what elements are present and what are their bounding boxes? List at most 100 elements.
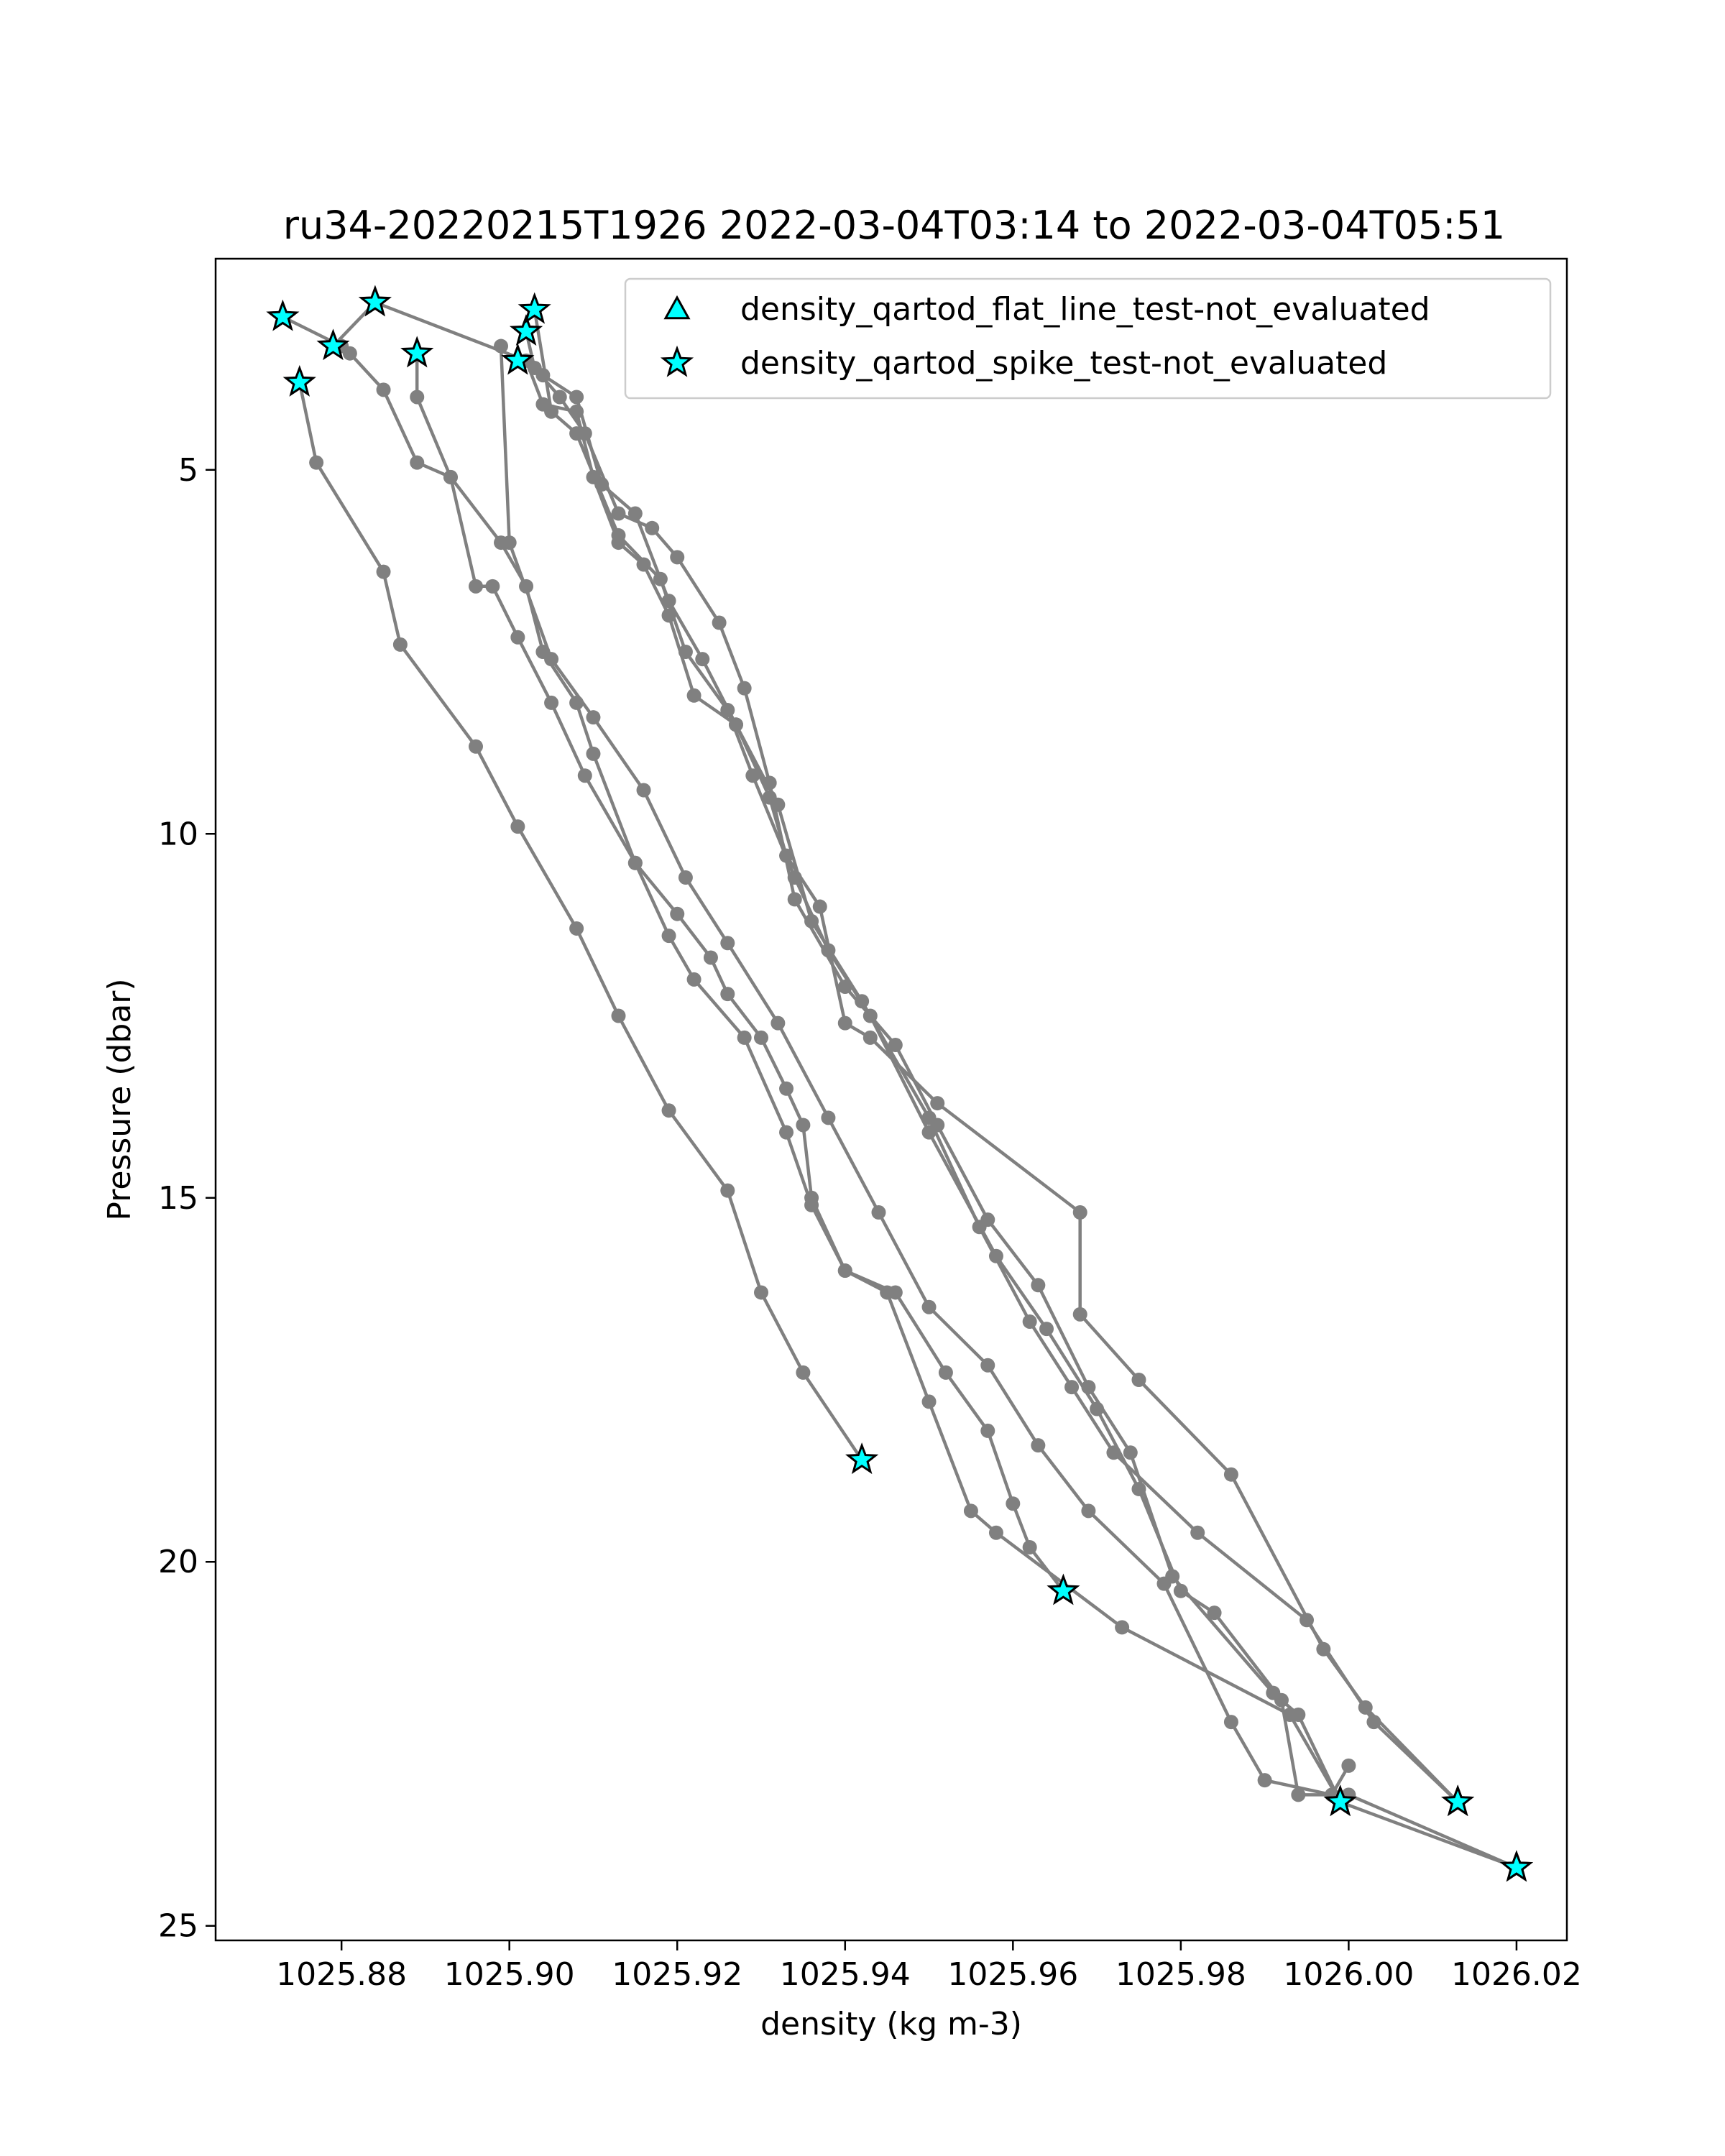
data-point — [837, 1263, 852, 1279]
data-point — [779, 848, 794, 863]
data-point — [980, 1358, 995, 1373]
data-point — [670, 550, 685, 565]
data-point — [695, 652, 710, 667]
data-point — [1223, 1715, 1238, 1730]
data-point — [510, 819, 525, 834]
data-point — [661, 594, 676, 609]
data-point — [569, 426, 584, 441]
data-point — [779, 1125, 794, 1140]
data-point — [720, 987, 735, 1002]
data-point — [972, 1220, 987, 1235]
y-tick-label: 15 — [158, 1180, 198, 1217]
data-point — [1081, 1503, 1096, 1519]
data-point — [392, 637, 408, 652]
spike-flag-star — [845, 1442, 879, 1475]
legend-box — [624, 277, 1552, 400]
data-point — [678, 645, 693, 660]
data-point — [627, 506, 643, 521]
profile-line — [524, 331, 1342, 1803]
data-point — [494, 338, 509, 354]
data-point — [1291, 1787, 1306, 1802]
spike-flag-markers — [266, 285, 1534, 1882]
spike-flag-star — [1323, 1784, 1357, 1817]
data-point — [1190, 1525, 1205, 1540]
y-axis-label: Pressure (dbar) — [101, 978, 138, 1220]
spike-flag-star — [509, 314, 543, 346]
data-point — [309, 455, 324, 470]
x-tick-label: 1025.88 — [276, 1956, 407, 1993]
data-point — [737, 681, 752, 696]
profile-line — [533, 309, 1517, 1869]
data-point — [552, 390, 567, 405]
data-point — [787, 870, 802, 885]
data-point — [762, 775, 777, 791]
data-point — [862, 1008, 878, 1023]
data-point — [1022, 1314, 1037, 1329]
data-point — [686, 972, 702, 987]
data-point — [611, 528, 626, 543]
data-point — [980, 1423, 995, 1438]
data-point — [1081, 1380, 1096, 1395]
data-point — [712, 615, 727, 630]
data-point — [1123, 1445, 1138, 1460]
spike-flag-star — [400, 336, 434, 368]
spike-flag-star — [266, 299, 300, 331]
data-point — [645, 520, 660, 535]
data-point — [544, 652, 559, 667]
x-tick-label: 1025.92 — [612, 1956, 742, 1993]
data-point — [921, 1125, 937, 1140]
data-point — [653, 571, 668, 586]
data-point — [586, 746, 601, 761]
data-point — [1131, 1481, 1146, 1496]
data-point — [1006, 1496, 1021, 1511]
data-point — [1072, 1307, 1087, 1322]
x-tick-label: 1025.90 — [444, 1956, 575, 1993]
data-point — [804, 913, 819, 929]
data-point — [770, 1015, 786, 1031]
data-point — [787, 892, 802, 907]
data-point — [636, 783, 651, 798]
data-point — [636, 557, 651, 572]
data-point — [804, 1197, 819, 1212]
x-axis-label: density (kg m-3) — [760, 2006, 1022, 2042]
spike-flag-star — [518, 292, 551, 324]
spike-flag-star — [316, 328, 350, 361]
data-point — [611, 1008, 626, 1023]
data-point — [988, 1248, 1003, 1263]
data-point — [703, 950, 718, 965]
data-point — [569, 404, 584, 419]
data-point — [544, 404, 559, 419]
data-point — [1223, 1467, 1238, 1482]
data-point — [921, 1299, 937, 1314]
legend-label: density_qartod_spike_test-not_evaluated — [740, 345, 1387, 382]
x-tick-label: 1025.98 — [1116, 1956, 1246, 1993]
data-point — [821, 1110, 836, 1125]
y-tick-label: 5 — [178, 452, 198, 489]
data-point — [670, 906, 685, 921]
data-point — [535, 368, 551, 383]
legend: density_qartod_flat_line_test-not_evalua… — [624, 277, 1552, 400]
data-point — [519, 579, 534, 594]
spike-flag-star — [1499, 1850, 1534, 1882]
data-point — [1156, 1576, 1172, 1591]
y-tick-label: 25 — [158, 1908, 198, 1945]
data-point — [837, 1015, 852, 1031]
data-point — [1358, 1700, 1373, 1715]
data-point — [921, 1110, 937, 1125]
data-point — [1257, 1773, 1272, 1788]
data-point — [468, 579, 483, 594]
data-point — [1131, 1373, 1146, 1387]
data-point — [1366, 1715, 1381, 1730]
data-point — [1115, 1620, 1130, 1635]
data-point — [1022, 1539, 1037, 1554]
data-point — [888, 1038, 903, 1053]
data-point — [720, 703, 735, 718]
y-tick-label: 20 — [158, 1544, 198, 1580]
data-point — [871, 1205, 886, 1220]
data-point — [745, 768, 760, 783]
data-point — [627, 855, 643, 870]
data-point — [1341, 1758, 1356, 1773]
data-point — [661, 608, 676, 623]
data-point — [1064, 1380, 1080, 1395]
plot-area-frame — [214, 257, 1568, 1942]
